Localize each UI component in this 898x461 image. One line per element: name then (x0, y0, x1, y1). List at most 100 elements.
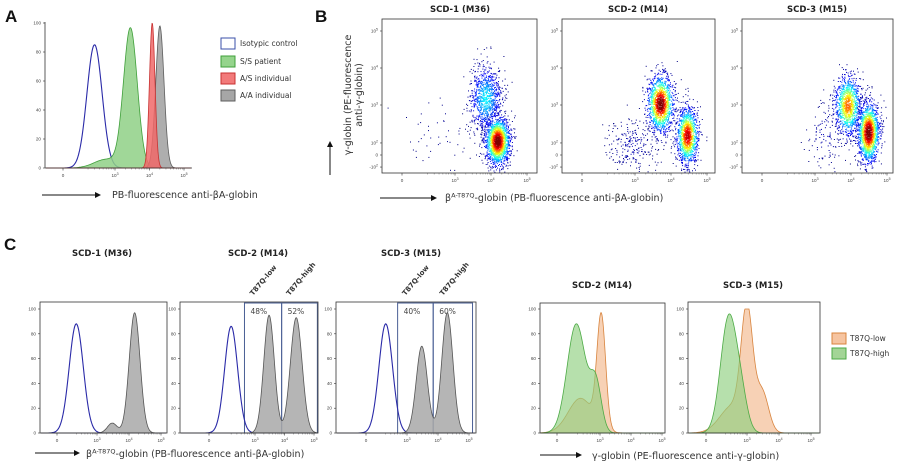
data-point (674, 139, 676, 141)
data-point (653, 98, 655, 100)
data-point (501, 141, 503, 143)
data-point (673, 89, 675, 90)
data-point (484, 126, 486, 128)
data-point (477, 96, 479, 98)
data-point (668, 85, 670, 87)
data-point (655, 125, 657, 127)
data-point (487, 98, 489, 99)
data-point (686, 103, 688, 105)
data-point (647, 128, 649, 130)
data-point (665, 91, 667, 93)
data-point (618, 139, 620, 140)
data-point (651, 125, 653, 127)
data-point (420, 122, 422, 124)
data-point (682, 149, 684, 151)
data-point (473, 90, 475, 92)
data-point (486, 56, 488, 58)
data-point (490, 83, 491, 85)
data-point (653, 104, 655, 106)
data-point (687, 122, 689, 124)
data-point (497, 84, 499, 86)
data-point (497, 86, 499, 88)
data-point (692, 147, 694, 149)
data-point (629, 141, 631, 142)
data-point (502, 140, 504, 142)
data-point (655, 93, 657, 95)
data-point (480, 133, 482, 135)
data-point (492, 130, 494, 132)
data-point (482, 138, 484, 140)
data-point (667, 109, 669, 111)
data-point (662, 123, 664, 125)
data-point (492, 110, 494, 112)
data-point (658, 121, 659, 123)
data-point (504, 129, 506, 131)
data-point (468, 90, 469, 92)
data-point (666, 77, 668, 79)
data-point (498, 86, 500, 88)
data-point (508, 147, 510, 149)
data-point (625, 143, 627, 145)
data-point (504, 111, 506, 113)
data-point (494, 96, 496, 98)
data-point (504, 153, 506, 155)
data-point (505, 130, 507, 132)
data-point (487, 125, 489, 127)
data-point (613, 159, 614, 161)
data-point (660, 83, 662, 85)
data-point (474, 77, 476, 79)
data-point (686, 165, 688, 166)
data-point (639, 165, 641, 167)
data-point (491, 157, 493, 159)
data-point (637, 152, 639, 154)
data-point (651, 136, 653, 138)
data-point (645, 116, 647, 118)
data-point (491, 89, 493, 91)
data-point (651, 108, 653, 110)
data-point (657, 89, 659, 91)
data-point (651, 98, 653, 100)
data-point (655, 92, 657, 94)
data-point (627, 130, 629, 132)
tick-label-exponent: 3 (376, 102, 378, 106)
data-point (678, 132, 680, 134)
data-point (652, 131, 653, 133)
data-point (665, 81, 667, 83)
data-point (653, 103, 655, 104)
data-point (503, 132, 505, 133)
data-point (664, 112, 666, 114)
data-point (491, 82, 493, 84)
data-point (499, 130, 501, 132)
data-point (686, 121, 688, 123)
data-point (484, 132, 486, 134)
data-point (610, 156, 612, 158)
data-point (679, 146, 681, 148)
data-point (491, 153, 493, 154)
data-point (687, 151, 688, 153)
data-point (688, 149, 690, 151)
data-point (482, 101, 484, 102)
data-point (501, 136, 503, 138)
data-point (649, 130, 651, 132)
data-point (670, 139, 672, 141)
data-point (656, 117, 658, 119)
data-point (672, 130, 674, 132)
data-point (667, 89, 669, 91)
data-point (679, 109, 681, 111)
data-point (466, 103, 467, 105)
data-point (486, 86, 488, 88)
tick-label: 104 (146, 172, 153, 178)
data-point (496, 143, 498, 145)
tick-label: 100 (33, 21, 41, 26)
data-point (501, 114, 503, 116)
data-point (667, 134, 669, 136)
data-point (467, 104, 469, 106)
data-point (693, 128, 695, 130)
data-point (476, 117, 477, 119)
data-point (684, 171, 686, 173)
data-point (497, 128, 499, 130)
data-point (494, 90, 495, 92)
data-point (632, 130, 634, 132)
data-point (482, 68, 484, 70)
